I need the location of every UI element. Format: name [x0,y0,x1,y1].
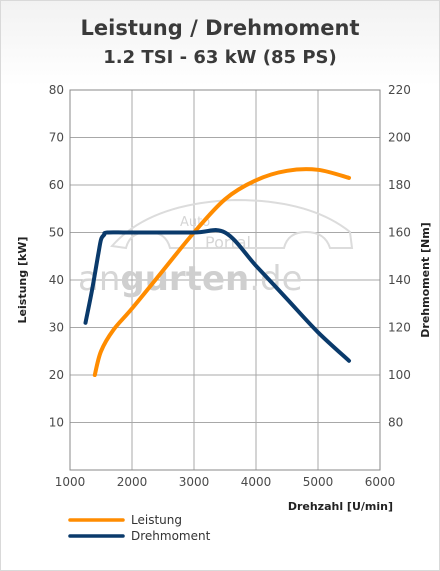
x-tick-label: 4000 [241,475,272,489]
y-right-axis-label: Drehmoment [Nm] [419,222,432,337]
x-tick-label: 5000 [303,475,334,489]
y-left-tick-label: 70 [49,131,64,145]
watermark: Auto Portal angurten.de [78,198,354,299]
y-right-tick-label: 100 [388,368,411,382]
x-axis-label: Drehzahl [U/min] [288,500,393,513]
y-left-tick-labels: 10 20 30 40 50 60 70 80 [49,83,64,430]
x-tick-label: 1000 [55,475,86,489]
y-left-tick-label: 50 [49,226,64,240]
x-tick-labels: 1000 2000 3000 4000 5000 6000 [55,475,396,489]
y-left-tick-label: 60 [49,178,64,192]
y-right-tick-label: 220 [388,83,411,97]
y-left-tick-label: 80 [49,83,64,97]
x-tick-label: 2000 [117,475,148,489]
x-tick-label: 3000 [179,475,210,489]
series-lines [83,167,351,377]
y-left-axis-label: Leistung [kW] [16,237,29,324]
legend-label-leistung: Leistung [131,513,182,527]
y-right-tick-label: 200 [388,131,411,145]
y-left-tick-label: 40 [49,273,64,287]
y-left-tick-label: 30 [49,321,64,335]
x-tick-label: 6000 [365,475,396,489]
y-right-tick-label: 180 [388,178,411,192]
chart-subtitle: 1.2 TSI - 63 kW (85 PS) [103,47,337,68]
y-left-tick-label: 20 [49,368,64,382]
y-right-tick-label: 120 [388,321,411,335]
y-right-tick-label: 160 [388,226,411,240]
y-right-tick-label: 140 [388,273,411,287]
watermark-brand-pre: an [78,259,120,299]
legend-label-drehmoment: Drehmoment [131,529,211,543]
y-right-tick-label: 80 [388,416,403,430]
chart-title: Leistung / Drehmoment [80,16,360,40]
watermark-brand-mid: gurten [120,259,249,299]
series-line-drehmoment [83,228,351,363]
y-right-tick-labels: 80 100 120 140 160 180 200 220 [388,83,411,430]
legend: Leistung Drehmoment [68,513,211,543]
watermark-line1: Auto [180,215,210,230]
plot-area-border [69,89,381,471]
y-left-tick-label: 10 [49,416,64,430]
